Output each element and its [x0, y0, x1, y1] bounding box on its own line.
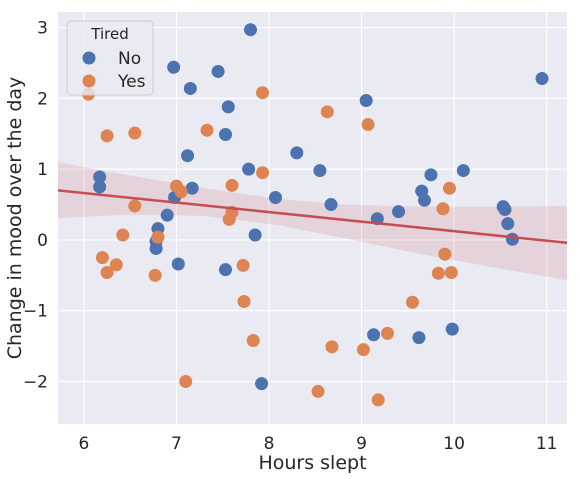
data-point-no [290, 146, 304, 160]
data-point-no [171, 257, 185, 271]
data-point-no [219, 127, 233, 141]
x-tick-label: 6 [78, 434, 89, 454]
legend-marker-no [82, 51, 96, 65]
data-point-no [211, 64, 225, 78]
data-point-no [183, 81, 197, 95]
data-point-no [445, 322, 459, 336]
data-point-yes [116, 228, 130, 242]
regression-line [57, 189, 568, 245]
y-tick-label: 0 [37, 231, 48, 251]
data-point-no [417, 193, 431, 207]
y-tick-label: 3 [37, 19, 48, 39]
data-point-yes [236, 258, 250, 272]
data-point-yes [222, 212, 236, 226]
data-point-yes [380, 326, 394, 340]
legend-marker-yes [82, 74, 96, 88]
data-point-yes [174, 185, 188, 199]
x-tick-label: 7 [171, 434, 182, 454]
data-point-yes [100, 266, 114, 280]
data-point-yes [256, 166, 270, 180]
data-point-no [424, 168, 438, 182]
data-point-yes [246, 333, 260, 347]
data-point-yes [200, 123, 214, 137]
data-point-yes [100, 129, 114, 143]
data-point-no [505, 232, 519, 246]
x-tick-labels: 6 7 8 9 10 11 [78, 434, 557, 454]
data-point-yes [109, 258, 123, 272]
data-point-yes [436, 202, 450, 216]
y-axis-label: Change in mood over the day [4, 77, 26, 360]
data-point-yes [256, 86, 270, 100]
data-point-no [535, 72, 549, 86]
legend: Tired No Yes [66, 20, 154, 96]
data-point-yes [356, 343, 370, 357]
x-axis-label: Hours slept [258, 452, 366, 474]
data-point-no [242, 162, 256, 176]
data-point-no [367, 328, 381, 342]
data-point-yes [405, 295, 419, 309]
data-point-no [248, 228, 262, 242]
data-point-no [498, 203, 512, 217]
x-tick-label: 10 [443, 434, 465, 454]
data-point-yes [438, 247, 452, 261]
data-point-no [93, 170, 107, 184]
x-tick-label: 9 [356, 434, 367, 454]
data-point-no [167, 60, 181, 74]
data-point-no [456, 164, 470, 178]
data-point-no [149, 241, 163, 255]
data-point-yes [444, 266, 458, 280]
data-point-yes [442, 181, 456, 195]
data-point-no [243, 23, 257, 37]
data-point-no [219, 263, 233, 277]
data-point-yes [237, 295, 251, 309]
y-tick-label: 2 [37, 89, 48, 109]
legend-title: Tired [90, 25, 128, 43]
data-point-yes [325, 340, 339, 354]
data-point-no [160, 208, 174, 222]
y-tick-label: 1 [37, 160, 48, 180]
data-point-yes [179, 375, 193, 389]
data-point-no [181, 149, 195, 163]
y-tick-label: −2 [23, 373, 48, 393]
data-point-no [359, 93, 373, 107]
data-point-yes [128, 126, 142, 140]
data-point-yes [225, 178, 239, 192]
data-point-no [313, 164, 327, 178]
data-point-yes [311, 384, 325, 398]
data-point-no [501, 217, 515, 231]
x-tick-label: 11 [536, 434, 558, 454]
x-tick-label: 8 [264, 434, 275, 454]
data-point-no [185, 181, 199, 195]
data-point-no [93, 180, 107, 194]
data-point-no [221, 100, 235, 114]
y-tick-label: −1 [23, 302, 48, 322]
data-points [82, 23, 549, 407]
data-point-yes [148, 268, 162, 282]
data-point-no [392, 205, 406, 219]
data-point-yes [151, 230, 165, 244]
data-point-yes [371, 393, 385, 407]
y-tick-labels: −2 −1 0 1 2 3 [23, 19, 48, 393]
data-point-no [255, 377, 269, 391]
data-point-yes [128, 199, 142, 213]
data-point-no [268, 190, 282, 204]
data-point-yes [320, 105, 334, 119]
legend-label-yes: Yes [117, 72, 146, 92]
data-point-yes [431, 266, 445, 280]
data-point-yes [361, 118, 375, 132]
grid-lines [58, 12, 567, 424]
regression-line-group [57, 189, 568, 245]
data-point-no [324, 198, 338, 212]
data-point-no [412, 331, 426, 345]
legend-label-no: No [118, 49, 141, 69]
data-point-yes [95, 251, 109, 265]
